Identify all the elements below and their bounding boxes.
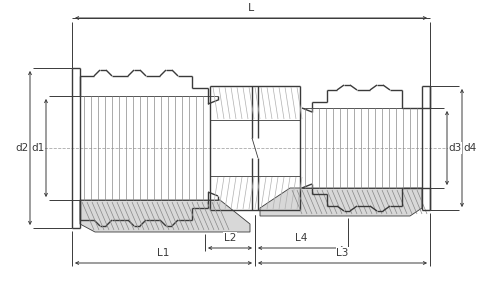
Text: d3: d3 xyxy=(448,143,462,153)
Text: L2: L2 xyxy=(224,233,236,243)
Text: L4: L4 xyxy=(296,233,308,243)
Polygon shape xyxy=(80,200,250,232)
Text: L: L xyxy=(248,3,254,13)
Polygon shape xyxy=(260,188,422,216)
Text: d4: d4 xyxy=(464,143,476,153)
Text: L1: L1 xyxy=(158,248,170,258)
Text: d1: d1 xyxy=(32,143,44,153)
Text: d2: d2 xyxy=(16,143,28,153)
Text: L3: L3 xyxy=(336,248,348,258)
